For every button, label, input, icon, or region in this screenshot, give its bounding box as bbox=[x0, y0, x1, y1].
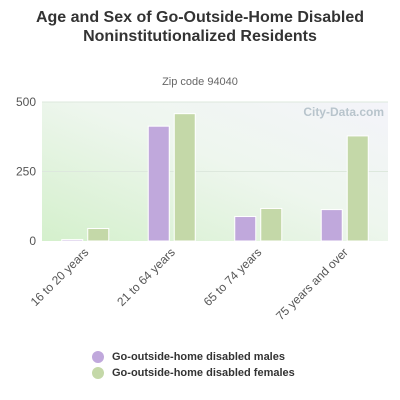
x-tick-label: 21 to 64 years bbox=[114, 245, 178, 309]
x-tick-label: 16 to 20 years bbox=[28, 245, 92, 309]
bar-males bbox=[147, 125, 170, 242]
x-tick-label: 65 to 74 years bbox=[201, 245, 265, 309]
watermark: City-Data.com bbox=[303, 105, 384, 119]
y-tick-label: 250 bbox=[16, 165, 36, 179]
bar-females bbox=[87, 227, 110, 242]
bar-males bbox=[234, 216, 257, 242]
y-tick-label: 0 bbox=[29, 234, 36, 248]
bar-males bbox=[320, 209, 343, 242]
chart-subtitle: Zip code 94040 bbox=[162, 76, 238, 88]
bar-females bbox=[260, 207, 283, 242]
legend-item: Go-outside-home disabled males bbox=[92, 349, 295, 365]
legend-swatch bbox=[92, 351, 104, 363]
bar-females bbox=[173, 113, 196, 242]
y-tick-label: 500 bbox=[16, 95, 36, 109]
chart-title: Age and Sex of Go-Outside-Home Disabled … bbox=[35, 9, 365, 45]
x-tick-label: 75 years and over bbox=[273, 245, 351, 323]
bar-females bbox=[346, 135, 369, 242]
legend-label: Go-outside-home disabled females bbox=[112, 367, 295, 379]
legend-swatch bbox=[92, 367, 104, 379]
legend-item: Go-outside-home disabled females bbox=[92, 365, 295, 381]
legend-label: Go-outside-home disabled males bbox=[112, 351, 285, 363]
legend: Go-outside-home disabled males Go-outside… bbox=[92, 349, 295, 381]
bar-males bbox=[61, 239, 84, 242]
